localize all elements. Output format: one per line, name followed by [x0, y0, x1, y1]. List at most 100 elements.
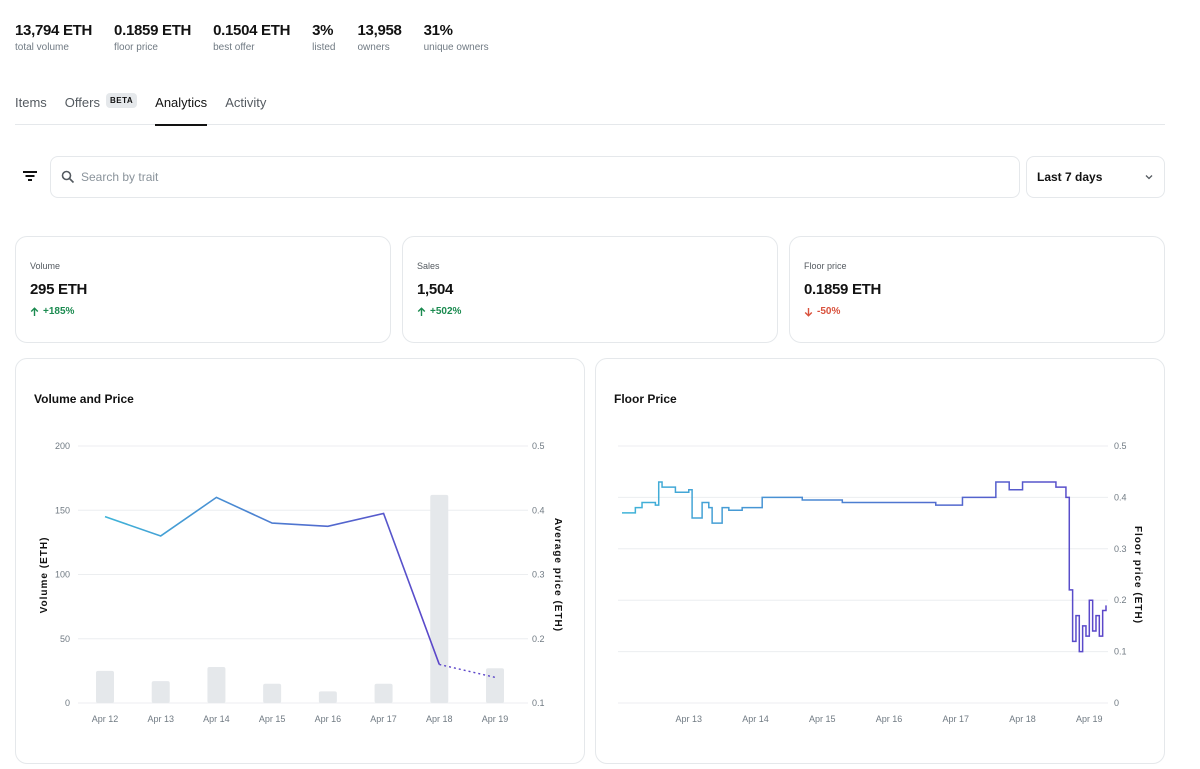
stat-item: 3% listed: [312, 22, 335, 55]
x-tick-label: Apr 13: [675, 714, 702, 724]
search-input[interactable]: [81, 170, 981, 184]
tab-analytics-label: Analytics: [155, 95, 208, 110]
card-label: Floor price: [804, 261, 847, 271]
stat-card: Volume 295 ETH +185%: [15, 236, 391, 343]
trait-search[interactable]: [50, 156, 1020, 198]
volume-bar: [486, 668, 504, 703]
x-tick-label: Apr 12: [92, 714, 119, 724]
stat-label: owners: [357, 42, 390, 53]
x-tick-label: Apr 14: [742, 714, 769, 724]
y-tick-label: 0.1: [1114, 647, 1127, 657]
card-change-value: +185%: [43, 306, 75, 317]
time-range-select[interactable]: Last 7 days: [1026, 156, 1165, 198]
x-tick-label: Apr 16: [876, 714, 903, 724]
card-change-value: +502%: [430, 306, 462, 317]
x-tick-label: Apr 15: [259, 714, 286, 724]
y-axis-title: Floor price (ETH): [1132, 526, 1143, 624]
y-right-axis-title: Average price (ETH): [552, 518, 563, 632]
avg-price-line: [104, 496, 441, 665]
x-tick-label: Apr 19: [482, 714, 509, 724]
stat-card: Floor price 0.1859 ETH -50%: [789, 236, 1165, 343]
volume-bar: [374, 683, 393, 703]
volume-price-chart: 0 50 100 150 200 0.1 0.2 0.3 0.4 0.5 Apr 12 Apr 13 A…: [39, 441, 563, 724]
volume-bar: [263, 683, 282, 703]
y-tick-label: 0: [65, 698, 70, 708]
y-tick-label: 50: [60, 634, 70, 644]
stat-item: 13,958 owners: [358, 22, 402, 55]
x-tick-label: Apr 15: [809, 714, 836, 724]
x-tick-label: Apr 13: [147, 714, 174, 724]
card-label: Sales: [417, 261, 440, 271]
volume-price-panel: Volume and Price 0 50 100 150 200 0.1 0.2 0.3 0.…: [15, 358, 585, 764]
stat-item: 13,794 ETH total volume: [15, 22, 92, 55]
stat-item: 0.1859 ETH floor price: [114, 22, 191, 55]
stat-value: 3%: [312, 22, 334, 39]
tab-bar: Items Offers BETA Analytics Activity: [15, 92, 1165, 126]
tab-activity[interactable]: Activity: [225, 92, 266, 125]
volume-bar: [207, 667, 226, 703]
volume-bar: [318, 691, 337, 703]
x-tick-label: Apr 19: [1076, 714, 1103, 724]
x-tick-label: Apr 17: [943, 714, 970, 724]
stat-item: 0.1504 ETH best offer: [213, 22, 290, 55]
collection-stats: 13,794 ETH total volume 0.1859 ETH floor pr…: [15, 22, 511, 55]
filter-icon[interactable]: [22, 168, 38, 184]
stat-value: 0.1859 ETH: [114, 22, 192, 39]
y-tick-label: 200: [55, 441, 70, 451]
stat-label: total volume: [15, 42, 69, 53]
y-tick-label: 150: [55, 505, 70, 515]
tab-analytics[interactable]: Analytics: [155, 92, 208, 126]
y-tick-label: 100: [55, 570, 70, 580]
volume-price-title: Volume and Price: [34, 392, 134, 406]
y-tick-label: 0: [1114, 698, 1119, 708]
x-tick-label: Apr 16: [315, 714, 342, 724]
chevron-down-icon: [1145, 175, 1153, 180]
x-tick-label: Apr 18: [1009, 714, 1036, 724]
tab-activity-label: Activity: [225, 95, 267, 110]
y-right-tick-label: 0.5: [532, 441, 545, 451]
card-value: 295 ETH: [30, 281, 88, 298]
search-icon: [61, 170, 75, 184]
card-change: +502%: [417, 306, 763, 317]
arrow-up-icon: [30, 306, 39, 316]
stat-value: 13,958: [357, 22, 402, 39]
stat-label: best offer: [213, 42, 255, 53]
y-tick-label: 0.3: [1114, 544, 1127, 554]
y-tick-label: 0.4: [1114, 492, 1127, 502]
stat-value: 13,794 ETH: [15, 22, 93, 39]
stat-value: 31%: [423, 22, 453, 39]
volume-bar: [430, 494, 449, 703]
y-right-tick-label: 0.4: [532, 505, 545, 515]
stat-card: Sales 1,504 +502%: [402, 236, 778, 343]
tab-offers-label: Offers: [64, 95, 100, 110]
beta-badge: BETA: [105, 93, 138, 108]
stat-label: listed: [312, 42, 336, 53]
y-axis-title: Volume (ETH): [39, 537, 50, 614]
arrow-down-icon: [804, 307, 813, 317]
volume-bar: [96, 670, 114, 703]
card-value: 0.1859 ETH: [804, 281, 882, 298]
floor-price-panel: Floor Price 0 0.1 0.2 0.3 0.4 0.5 Apr 13 Apr 14…: [595, 358, 1165, 764]
stat-label: floor price: [114, 42, 158, 53]
y-tick-label: 0.2: [1114, 595, 1127, 605]
x-tick-label: Apr 14: [203, 714, 230, 724]
y-right-tick-label: 0.3: [532, 570, 545, 580]
y-right-tick-label: 0.2: [532, 634, 545, 644]
tab-items[interactable]: Items: [15, 92, 47, 125]
floor-price-chart: 0 0.1 0.2 0.3 0.4 0.5 Apr 13 Apr 14 Apr 15 Apr 16…: [618, 441, 1143, 724]
x-tick-label: Apr 18: [426, 714, 453, 724]
floor-price-line: [622, 481, 1107, 653]
tab-items-label: Items: [15, 95, 47, 110]
card-label: Volume: [30, 261, 61, 271]
x-tick-label: Apr 17: [370, 714, 397, 724]
card-change-value: -50%: [817, 306, 841, 317]
y-right-tick-label: 0.1: [532, 698, 545, 708]
y-tick-label: 0.5: [1114, 441, 1127, 451]
card-value: 1,504: [417, 281, 454, 298]
stat-label: unique owners: [423, 42, 489, 53]
stat-value: 0.1504 ETH: [213, 22, 291, 39]
stat-item: 31% unique owners: [424, 22, 489, 55]
card-change: +185%: [30, 306, 376, 317]
tab-offers[interactable]: Offers BETA: [64, 92, 138, 125]
card-change: -50%: [804, 306, 1150, 317]
